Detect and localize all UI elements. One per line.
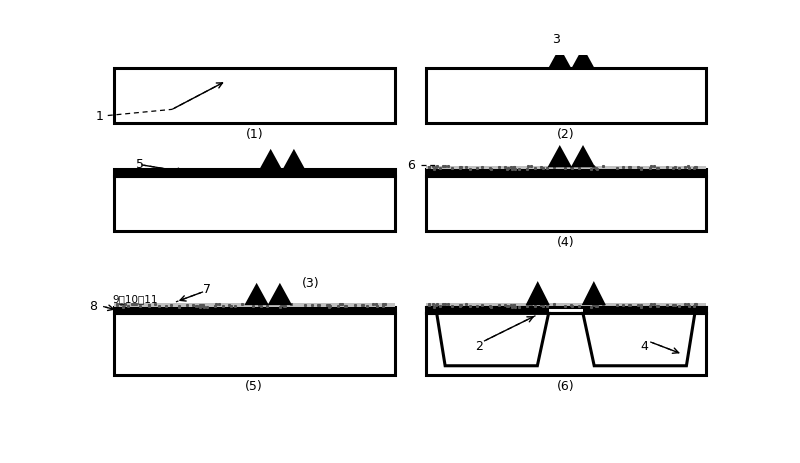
Polygon shape [437, 314, 549, 366]
Bar [426, 314, 706, 375]
Polygon shape [262, 153, 280, 170]
Bar [426, 170, 706, 176]
Text: (5): (5) [246, 379, 263, 392]
Text: (4): (4) [557, 235, 574, 248]
Polygon shape [574, 149, 592, 166]
Bar [114, 304, 394, 307]
Bar [426, 304, 706, 307]
Bar [114, 307, 394, 314]
Text: 7: 7 [203, 282, 211, 295]
Bar [114, 69, 394, 124]
Text: 6: 6 [406, 158, 414, 171]
Text: 5: 5 [136, 157, 144, 170]
Text: 8: 8 [89, 300, 97, 313]
Polygon shape [583, 314, 695, 366]
Text: (6): (6) [557, 379, 574, 392]
Polygon shape [529, 285, 547, 304]
Bar [114, 314, 394, 375]
Bar [583, 307, 706, 314]
Text: (3): (3) [302, 276, 320, 289]
Text: 3: 3 [552, 33, 560, 46]
Bar [426, 176, 706, 232]
Text: 4: 4 [640, 339, 648, 352]
Polygon shape [285, 153, 303, 170]
Text: 1: 1 [95, 110, 103, 123]
Bar [114, 170, 394, 176]
Polygon shape [247, 287, 266, 304]
Bar [426, 166, 706, 170]
Text: 2: 2 [475, 339, 483, 352]
Text: (2): (2) [557, 127, 574, 140]
Text: (1): (1) [246, 127, 263, 140]
Polygon shape [550, 149, 569, 166]
Bar [114, 176, 394, 232]
Bar [426, 307, 549, 314]
Polygon shape [550, 52, 569, 69]
Text: 9、10、11: 9、10、11 [112, 294, 158, 303]
Polygon shape [270, 287, 289, 304]
Polygon shape [585, 285, 603, 304]
Bar [426, 69, 706, 124]
Polygon shape [574, 52, 592, 69]
